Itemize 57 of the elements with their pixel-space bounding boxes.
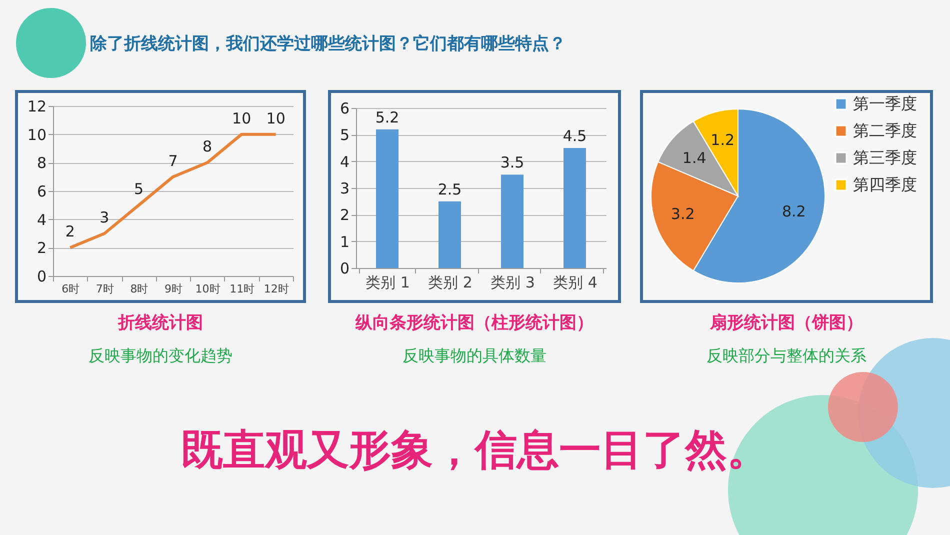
y-tick-label: 2 — [36, 239, 46, 258]
x-tick-label: 11时 — [230, 282, 255, 296]
bar — [438, 201, 461, 268]
x-tick-label: 类别 2 — [428, 274, 472, 292]
bar — [564, 148, 586, 268]
data-label: 1.4 — [682, 148, 706, 167]
y-tick-label: 0 — [36, 268, 46, 286]
y-tick-label: 12 — [27, 98, 46, 116]
text: 除了折线统计图，我们还学过哪些统计图？它们都有哪些特点？ — [90, 33, 566, 55]
data-label: 8.2 — [782, 202, 806, 220]
y-tick-label: 4 — [340, 152, 350, 171]
bar — [376, 129, 398, 268]
x-tick-label: 12时 — [264, 282, 289, 296]
data-label: 7 — [168, 152, 178, 170]
y-tick-label: 10 — [27, 126, 46, 144]
legend-label: 第三季度 — [853, 148, 917, 167]
bar — [501, 174, 524, 268]
y-tick-label: 3 — [340, 180, 350, 198]
y-tick-label: 6 — [36, 182, 46, 200]
y-tick-label: 0 — [340, 260, 350, 278]
x-tick-label: 类别 4 — [553, 274, 598, 292]
x-tick-label: 7时 — [96, 282, 114, 296]
y-tick-label: 2 — [340, 206, 350, 224]
x-tick-label: 类别 1 — [366, 274, 410, 292]
text: 纵向条形统计图（柱形统计图） — [354, 312, 594, 334]
data-label: 3.5 — [500, 154, 524, 172]
y-tick-label: 8 — [36, 154, 46, 172]
text: 扇形统计图（饼图） — [708, 312, 864, 334]
data-label: 2.5 — [438, 180, 462, 198]
text: 反映事物的具体数量 — [402, 346, 548, 367]
line-series — [68, 132, 278, 250]
data-label: 5.2 — [375, 108, 400, 126]
legend-label: 第一季度 — [853, 94, 917, 113]
data-label: 4.5 — [562, 127, 587, 145]
x-tick-label: 类别 3 — [490, 274, 535, 292]
x-tick-label: 6时 — [62, 282, 80, 296]
legend-label: 第二季度 — [853, 121, 917, 140]
text: 反映事物的变化趋势 — [88, 346, 234, 367]
y-tick-label: 5 — [340, 126, 350, 144]
x-tick-label: 8时 — [130, 282, 148, 296]
x-tick-label: 10时 — [195, 282, 220, 296]
y-tick-label: 6 — [340, 100, 350, 118]
y-tick-label: 1 — [340, 232, 350, 251]
text: 反映部分与整体的关系 — [706, 346, 868, 367]
y-tick-label: 4 — [36, 210, 46, 229]
data-label: 2 — [65, 222, 75, 241]
x-tick-label: 9时 — [164, 282, 182, 296]
data-label: 10 — [232, 109, 252, 128]
text: 折线统计图 — [116, 312, 204, 334]
data-label: 5 — [134, 180, 144, 198]
data-label: 3 — [100, 208, 110, 226]
legend-label: 第四季度 — [853, 175, 917, 194]
data-label: 1.2 — [710, 131, 734, 150]
data-label: 10 — [266, 109, 286, 128]
data-label: 3.2 — [670, 204, 695, 223]
data-label: 8 — [202, 138, 212, 156]
text: 既直观又形象，信息一目了然。 — [180, 424, 770, 476]
